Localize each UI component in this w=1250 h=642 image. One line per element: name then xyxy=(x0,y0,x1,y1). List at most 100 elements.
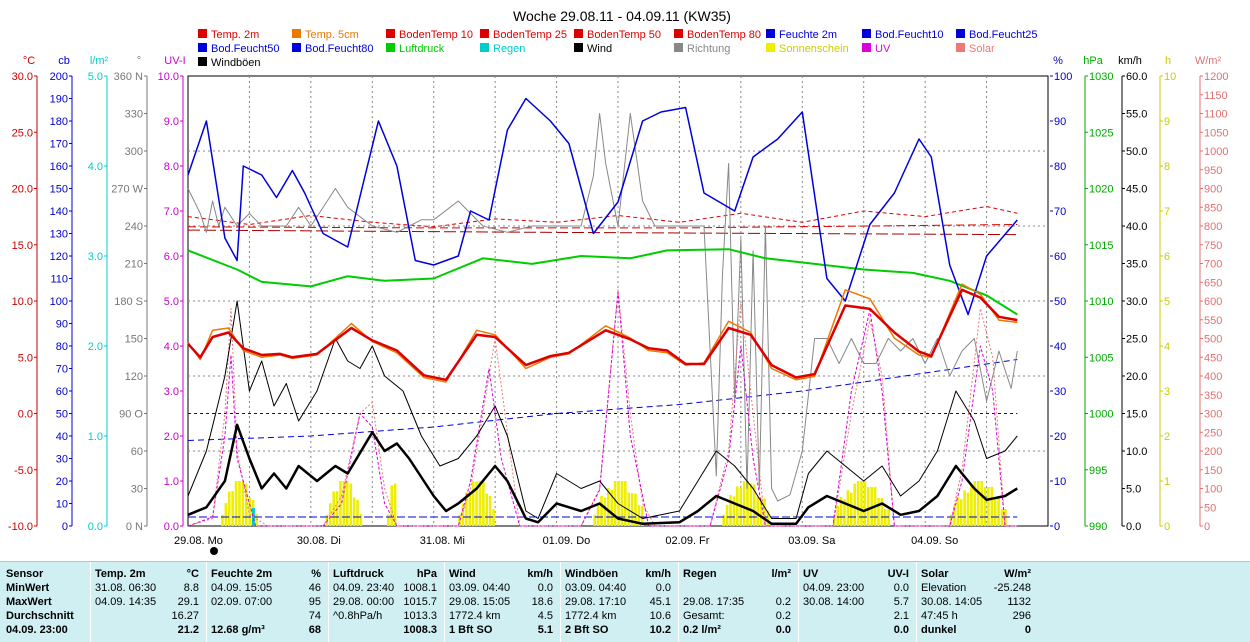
sunshine-bar xyxy=(997,497,1000,526)
left-axis-label-1: 110 xyxy=(50,274,68,286)
legend-label-wind: Wind xyxy=(587,43,612,55)
stats-section-luftdruck: Luftdruck hPa 04.09. 23:40 1008.1 29.08. 00:… xyxy=(328,562,441,642)
left-axis-label-2: 5.0 xyxy=(88,71,103,83)
left-axis-label-1: 160 xyxy=(50,161,68,173)
right-axis-unit-2: km/h xyxy=(1118,55,1142,67)
sunshine-bar xyxy=(856,481,860,526)
left-axis-unit-0: °C xyxy=(23,55,35,67)
sunshine-bar xyxy=(759,497,763,526)
stats-row-label: Sensor xyxy=(6,568,44,580)
stats-cell-value: 0.0 xyxy=(537,582,553,594)
sunshine-bar xyxy=(478,481,482,526)
stats-cell-time: 1772.4 km xyxy=(565,610,617,622)
left-axis-label-1: 60 xyxy=(56,386,68,398)
right-axis-label-2: 25.0 xyxy=(1126,334,1147,346)
stats-cell-time: 12.68 g/m³ xyxy=(211,624,265,636)
sunshine-bar xyxy=(593,514,597,526)
legend-swatch-windb-en xyxy=(198,57,207,66)
right-axis-unit-0: % xyxy=(1053,55,1063,67)
left-axis-label-1: 190 xyxy=(50,94,68,106)
sunshine-bar xyxy=(976,481,980,526)
stats-cell-value: 10.2 xyxy=(649,624,671,636)
stats-section-title: Feuchte 2m xyxy=(211,568,273,580)
sunshine-bar xyxy=(722,514,726,526)
left-axis-label-4: 5.0 xyxy=(164,296,179,308)
stats-row-label: Durchschnitt xyxy=(6,610,74,622)
sunshine-bar xyxy=(953,505,956,526)
sunshine-bar xyxy=(963,490,966,526)
stats-cell-value: 0.0 xyxy=(775,624,791,636)
sunshine-bar xyxy=(387,514,390,526)
right-axis-label-2: 30.0 xyxy=(1126,296,1147,308)
sunshine-bar xyxy=(729,494,732,526)
stats-cell-time: 2 Bft SO xyxy=(565,624,609,636)
x-day-label: 03.09. Sa xyxy=(788,535,836,547)
right-axis-label-4: 750 xyxy=(1204,240,1222,252)
sunshine-bar xyxy=(987,486,990,526)
stats-section-unit: l/m² xyxy=(771,568,791,580)
right-axis-label-2: 5.0 xyxy=(1126,484,1141,496)
legend-swatch-bod-feucht50 xyxy=(198,43,207,52)
stats-cell-value: 0.2 xyxy=(775,596,791,608)
left-axis-label-3: 0 N xyxy=(126,521,143,533)
legend-swatch-temp-5cm xyxy=(292,29,301,38)
sunshine-bar xyxy=(359,513,363,526)
right-axis-label-4: 450 xyxy=(1204,352,1222,364)
right-axis-label-4: 700 xyxy=(1204,259,1222,271)
sunshine-bar xyxy=(221,514,224,526)
left-axis-label-2: 1.0 xyxy=(88,431,103,443)
legend-label-uv: UV xyxy=(875,43,891,55)
sunshine-bar xyxy=(732,496,736,526)
stats-section-windb-en: Windböen km/h 03.09. 04:40 0.0 29.08. 17:10 4… xyxy=(560,562,675,642)
right-axis-label-4: 1200 xyxy=(1204,71,1228,83)
stats-cell-time: 04.09. 14:35 xyxy=(95,596,157,608)
stats-cell-value: 46 xyxy=(308,582,321,594)
stats-cell-time: 30.08. 14:00 xyxy=(803,596,865,608)
left-axis-label-0: 20.0 xyxy=(12,184,33,196)
x-axis-labels: 29.08. Mo 30.08. Di 31.08. Mi 01.09. Do 02.0… xyxy=(174,535,958,547)
series-temp-2m xyxy=(187,288,1018,382)
right-axis-label-1: 1020 xyxy=(1089,184,1113,196)
sunshine-bar xyxy=(863,481,867,526)
right-axis-label-4: 1150 xyxy=(1204,90,1228,102)
stats-cell-value: 10.6 xyxy=(649,610,671,622)
sunshine-bar xyxy=(390,485,394,526)
x-day-label: 01.09. Do xyxy=(543,535,591,547)
legend-label-bodentemp-10: BodenTemp 10 xyxy=(399,29,473,41)
right-axis-label-2: 10.0 xyxy=(1126,446,1147,458)
legend-swatch-bodentemp-25 xyxy=(480,29,489,38)
x-day-label: 29.08. Mo xyxy=(174,535,223,547)
x-day-label: 30.08. Di xyxy=(297,535,341,547)
sunshine-bar xyxy=(983,487,987,526)
sunshine-bar xyxy=(839,496,843,526)
left-axis-label-3: 30 xyxy=(131,484,143,496)
legend-swatch-uv xyxy=(862,43,871,52)
sunshine-bar xyxy=(603,497,607,526)
sunshine-bar xyxy=(248,497,251,526)
right-axis-label-4: 550 xyxy=(1204,315,1222,327)
stats-cell-time: 03.09. 04:40 xyxy=(449,582,511,594)
right-axis-label-0: 60 xyxy=(1054,251,1066,263)
right-axis-label-4: 0 xyxy=(1204,521,1210,533)
right-axis-label-4: 50 xyxy=(1204,502,1216,514)
stats-cell-value: 1008.1 xyxy=(403,582,437,594)
legend-swatch-bod-feucht10 xyxy=(862,29,871,38)
right-axis-label-4: 650 xyxy=(1204,277,1222,289)
sunshine-bar xyxy=(620,481,624,526)
right-axis-label-1: 995 xyxy=(1089,465,1107,477)
legend-label-bod-feucht80: Bod.Feucht80 xyxy=(305,43,374,55)
sunshine-bar xyxy=(637,505,641,526)
right-axis-unit-3: h xyxy=(1165,55,1171,67)
current-day-marker xyxy=(210,547,218,555)
legend-label-solar: Solar xyxy=(969,43,995,55)
sunshine-bar xyxy=(492,509,495,526)
right-axis-label-0: 10 xyxy=(1054,476,1066,488)
legend-label-sonnenschein: Sonnenschein xyxy=(779,43,849,55)
left-axis-label-4: 7.0 xyxy=(164,206,179,218)
sunshine-bar xyxy=(349,483,352,526)
right-axis-label-1: 1025 xyxy=(1089,127,1113,139)
left-axis-label-3: 60 xyxy=(131,446,143,458)
sunshine-bar xyxy=(746,481,749,526)
sunshine-bar xyxy=(329,503,332,526)
x-day-label: 31.08. Mi xyxy=(420,535,465,547)
